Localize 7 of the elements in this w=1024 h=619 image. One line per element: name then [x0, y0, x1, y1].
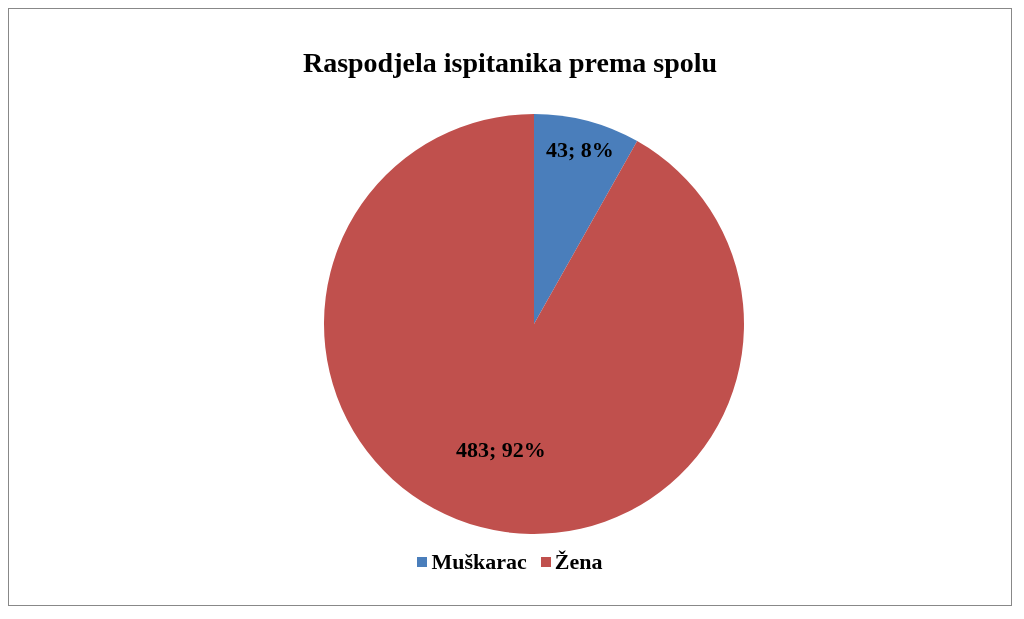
legend-label: Žena	[554, 549, 603, 575]
data-label: 43; 8%	[545, 136, 614, 162]
pie-slice	[324, 114, 744, 534]
data-label: 483; 92%	[456, 437, 546, 463]
pie-slice	[534, 114, 638, 324]
legend-label: Muškarac	[431, 549, 527, 575]
chart-title: Raspodjela ispitanika prema spolu	[301, 46, 719, 79]
